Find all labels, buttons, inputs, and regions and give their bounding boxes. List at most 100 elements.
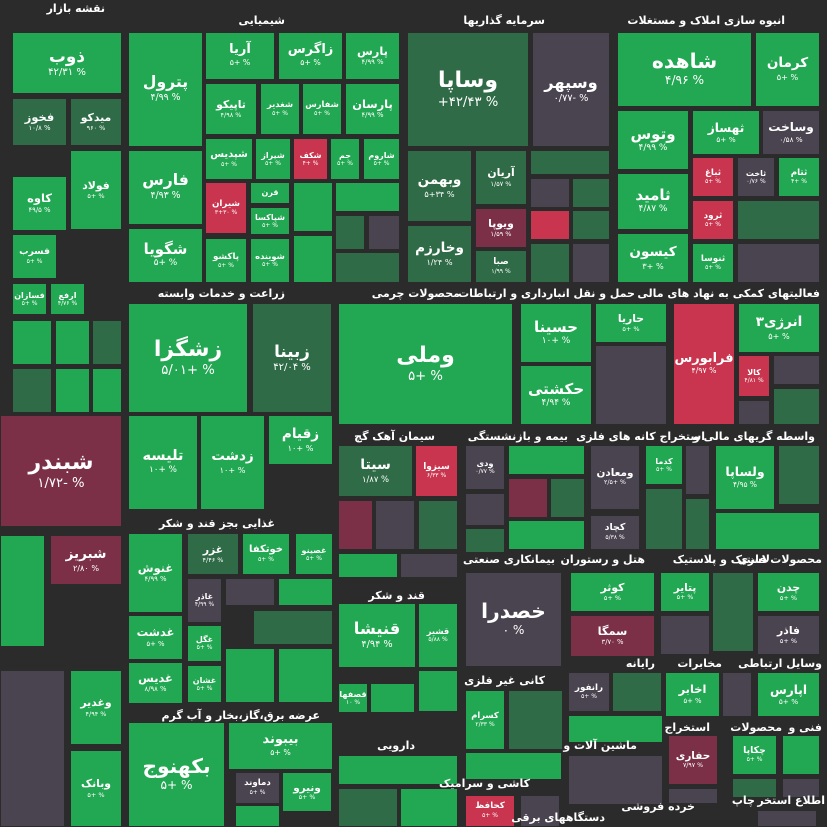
stock-tile: وبانک ۵+ % <box>70 750 122 827</box>
stock-change: ۵+ % <box>683 696 702 705</box>
stock-name: فاذر <box>777 623 800 637</box>
stock-tile: زبینا ۴۲/۰۴ % <box>252 303 332 413</box>
stock-tile: حسینا ۱۰+ % <box>520 303 592 363</box>
stock-change: ۵+ % <box>314 109 330 117</box>
filler-tile <box>370 683 415 713</box>
sector-label: اطلاع استخر <box>757 794 825 807</box>
stock-name: ثامید <box>635 186 671 205</box>
stock-change: ۸/۹۸ % <box>144 685 167 694</box>
stock-name: شیراز <box>261 150 285 160</box>
stock-name: آریان <box>487 166 515 180</box>
stock-name: ثتام <box>790 168 808 179</box>
filler-tile <box>293 182 333 232</box>
stock-name: کچاد <box>604 522 626 534</box>
stock-tile: ذوب ۴۲/۳۱ % <box>12 32 122 94</box>
stock-tile: کسرام ۲/۳۳ % <box>465 690 505 750</box>
stock-change: ۵+ % <box>676 593 694 601</box>
stock-name: شگویا <box>143 240 188 259</box>
stock-name: تاپیکو <box>216 97 246 111</box>
stock-name: اخابر <box>678 682 707 697</box>
stock-tile: تلیسه ۱۰+ % <box>128 415 198 510</box>
stock-change: ۵+ % <box>746 756 763 764</box>
stock-change: ۳/۷۰ % <box>601 638 624 647</box>
filler-tile <box>92 368 122 413</box>
stock-name: قنیشا <box>353 618 401 638</box>
stock-name: شیران <box>211 199 241 210</box>
stock-tile: ثتام ۴+ % <box>778 157 820 197</box>
stock-change: ۴/۹۶ % <box>664 73 705 88</box>
stock-name: پتایر <box>673 581 697 594</box>
filler-tile <box>712 572 754 652</box>
stock-change: +۴۲/۴۳ % <box>437 94 499 110</box>
stock-tile: ارفع ۴/۷۶ % <box>50 283 85 315</box>
stock-tile: شبریز ۲/۸۰ % <box>50 535 122 585</box>
stock-tile: ثرود ۵+ % <box>692 200 734 240</box>
stock-change: ۱۰+ % <box>541 335 571 346</box>
filler-tile <box>550 478 585 518</box>
stock-tile: آریا ۵+ % <box>205 32 275 80</box>
stock-name: غدشت <box>136 625 175 640</box>
stock-change: ۵+ % <box>87 192 105 200</box>
stock-tile: میدکو ۹۶۰ % <box>70 98 122 146</box>
stock-name: غشان <box>192 675 217 685</box>
stock-tile: فسازان ۵+ % <box>12 283 47 315</box>
filler-tile <box>773 388 820 425</box>
stock-change: ۴۲/۳۱ % <box>48 67 86 79</box>
stock-name: کاوه <box>27 191 52 206</box>
stock-tile: ثباغ ۵+ % <box>692 157 734 197</box>
stock-tile: زاگرس ۵+ % <box>278 32 343 80</box>
filler-tile <box>685 498 710 550</box>
sector-label: فنی و <box>788 721 823 734</box>
stock-change: ۵+ % <box>146 639 165 648</box>
filler-tile <box>225 578 275 606</box>
sector-label: فعالیتهای کمکی به نهاد های مالی <box>637 287 820 300</box>
stock-tile: اپارس ۵+ % <box>757 672 820 717</box>
stock-change: ۴+ % <box>791 178 807 186</box>
stock-name: تلیسه <box>142 447 184 465</box>
filler-tile <box>338 755 458 785</box>
filler-tile <box>92 320 122 365</box>
stock-name: زاگرس <box>287 42 334 58</box>
filler-tile <box>465 528 505 553</box>
sector-label: استخراج کانه های فلزی <box>576 430 705 443</box>
filler-tile <box>12 368 52 413</box>
stock-change: ۵+ % <box>373 159 390 167</box>
stock-name: بیبوند <box>262 732 299 748</box>
stock-change: ۱/۹۹ % <box>491 267 511 275</box>
stock-name: کیسون <box>629 243 677 260</box>
stock-tile: وساخت ۰/۵۸ % <box>762 110 820 155</box>
stock-change: ۱/۸۷ % <box>361 473 390 484</box>
stock-change: ۵+ % <box>196 684 213 692</box>
filler-tile <box>530 178 570 208</box>
stock-change: ۴/۴۶ % <box>202 556 224 564</box>
filler-tile <box>418 670 458 712</box>
stock-tile: فخوز ۱۰/۸ % <box>12 98 67 146</box>
stock-name: ذوب <box>49 45 85 66</box>
filler-tile <box>225 648 275 703</box>
stock-tile: آریان ۱/۵۷ % <box>475 150 527 205</box>
filler-tile <box>645 488 683 550</box>
stock-name: زشگزا <box>153 336 223 362</box>
stock-name: شپدیس <box>210 149 248 161</box>
stock-change: ۴/۹۵ % <box>732 479 758 489</box>
stock-name: ودی <box>476 457 494 468</box>
sector-label: قند و شکر <box>368 589 425 602</box>
sector-label: شیمیایی <box>238 14 285 27</box>
stock-name: سمگا <box>597 624 628 639</box>
stock-tile: غدیس ۸/۹۸ % <box>128 662 183 704</box>
stock-name: کسرام <box>471 710 499 721</box>
filler-tile <box>335 252 400 283</box>
filler-tile <box>508 445 585 475</box>
stock-tile: ثهساز ۵+ % <box>692 110 760 155</box>
filler-tile <box>738 400 770 425</box>
stock-name: فسرب <box>19 246 50 258</box>
stock-change: ۴/۹۴ % <box>541 397 571 408</box>
filler-tile <box>595 345 667 425</box>
stock-change: ۱۰+ % <box>149 465 177 476</box>
stock-tile: جم ۵+ % <box>330 138 360 180</box>
sector-label: غذایی بجز قند و شکر <box>158 517 275 530</box>
filler-tile <box>737 200 820 240</box>
stock-name: دماوند <box>244 778 271 789</box>
sector-label: انبوه سازی املاک و مستغلات <box>627 14 785 27</box>
stock-name: اپارس <box>769 682 808 697</box>
